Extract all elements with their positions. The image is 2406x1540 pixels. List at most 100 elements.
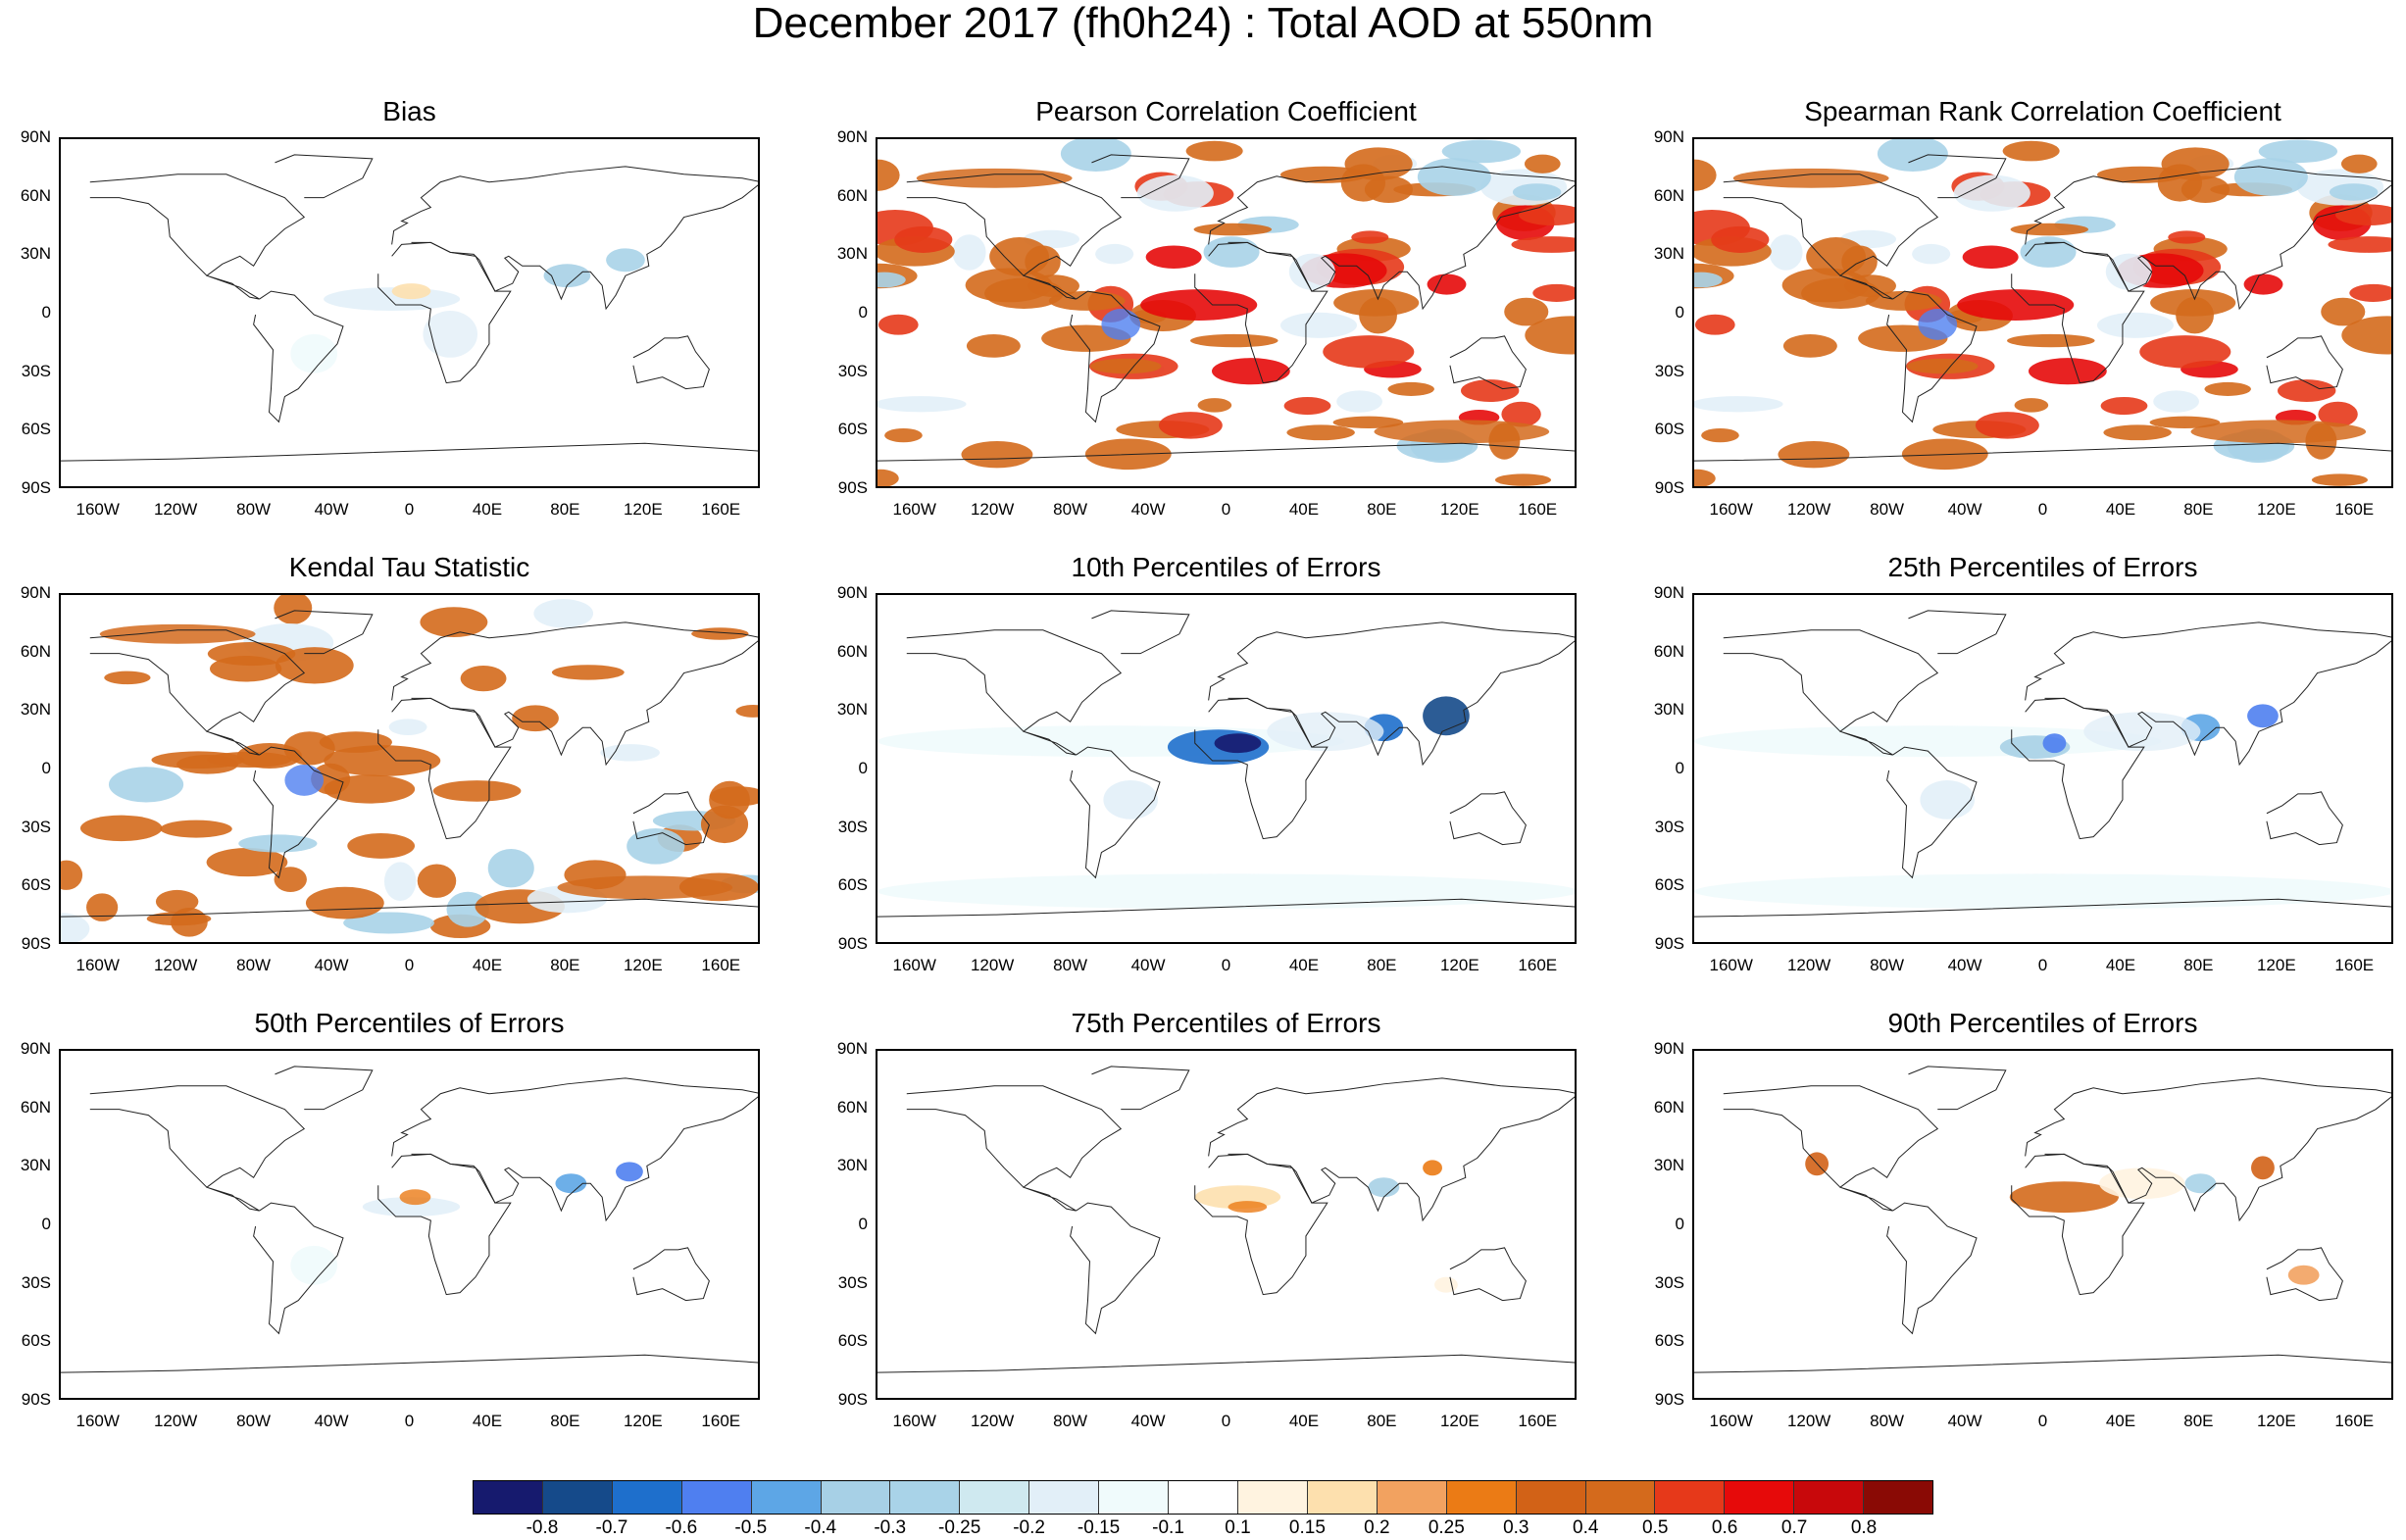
coastline xyxy=(632,335,710,390)
field-patch xyxy=(2204,381,2251,396)
coastline xyxy=(89,1085,306,1212)
field-patch xyxy=(1461,379,1520,403)
coastline xyxy=(1070,1202,1161,1335)
field-patch xyxy=(2099,1167,2185,1200)
coastline xyxy=(275,610,374,655)
field-patch xyxy=(2311,473,2368,486)
coastline xyxy=(877,1354,1575,1373)
colorbar-tick-label: -0.6 xyxy=(665,1517,698,1538)
field-patch xyxy=(432,780,522,802)
colorbar-swatch xyxy=(1794,1481,1865,1514)
colorbar-tick-label: 0.3 xyxy=(1503,1517,1529,1538)
panel-title: 90th Percentiles of Errors xyxy=(1887,1008,2198,1038)
panel-title: 75th Percentiles of Errors xyxy=(1071,1008,1381,1038)
panel-title: Bias xyxy=(382,96,436,126)
latitude-label: 90S xyxy=(1654,934,1684,953)
longitude-label: 40W xyxy=(314,956,349,974)
latitude-label: 0 xyxy=(41,759,51,777)
latitude-label: 0 xyxy=(41,1215,51,1233)
field-patch xyxy=(343,912,434,934)
field-patch xyxy=(1781,268,1870,303)
field-patch xyxy=(1694,873,2391,910)
field-patch xyxy=(104,671,151,685)
field-patch xyxy=(487,848,534,888)
latitude-label: 90N xyxy=(20,127,51,146)
longitude-label: 40E xyxy=(472,956,503,974)
coastline xyxy=(377,241,512,384)
longitude-label: 0 xyxy=(2037,1412,2048,1430)
field-patch xyxy=(2149,416,2221,429)
longitude-label: 120W xyxy=(970,956,1015,974)
latitude-label: 0 xyxy=(1675,759,1684,777)
field-patch xyxy=(512,705,559,732)
field-patch xyxy=(1732,168,1889,188)
field-patch xyxy=(1423,1160,1442,1176)
map-canvas xyxy=(877,139,1575,486)
field-patch xyxy=(952,234,986,271)
field-patch xyxy=(557,875,733,900)
field-patch xyxy=(1417,158,1491,196)
longitude-label: 40W xyxy=(314,500,349,519)
coastline xyxy=(253,290,344,423)
colorbar-swatch xyxy=(1377,1481,1447,1514)
field-patch xyxy=(1865,290,1942,311)
latitude-label: 60S xyxy=(21,420,51,439)
panel-title: 10th Percentiles of Errors xyxy=(1071,552,1381,582)
colorbar-swatch xyxy=(751,1481,822,1514)
coastline xyxy=(391,166,758,311)
map-area xyxy=(876,137,1577,488)
field-patch xyxy=(305,886,384,919)
colorbar-swatch xyxy=(1237,1481,1308,1514)
field-patch xyxy=(1501,401,1541,427)
panel-title: Spearman Rank Correlation Coefficient xyxy=(1804,96,2281,126)
colorbar-tick-label: 0.4 xyxy=(1573,1517,1599,1538)
colorbar-tick-label: -0.1 xyxy=(1152,1517,1184,1538)
field-patch xyxy=(2233,158,2308,196)
field-patch xyxy=(1512,183,1562,201)
colorbar xyxy=(473,1480,1933,1515)
field-patch xyxy=(1504,297,1549,326)
field-patch xyxy=(894,225,953,253)
coastline xyxy=(1194,1153,1328,1296)
panel-title: Pearson Correlation Coefficient xyxy=(1035,96,1417,126)
coastline xyxy=(2025,1077,2391,1222)
field-patch xyxy=(1158,412,1223,439)
colorbar-swatch xyxy=(1655,1481,1726,1514)
field-patch xyxy=(61,860,83,890)
colorbar-swatch xyxy=(821,1481,891,1514)
coastline xyxy=(391,621,758,767)
latitude-label: 90N xyxy=(1653,583,1684,602)
coastline xyxy=(275,154,374,199)
field-patch xyxy=(966,334,1021,358)
longitude-label: 0 xyxy=(1221,500,1231,519)
longitude-label: 160E xyxy=(1518,500,1558,519)
longitude-label: 80E xyxy=(550,500,580,519)
longitude-label: 160W xyxy=(892,500,936,519)
field-patch xyxy=(399,1189,431,1206)
colorbar-labels: -0.8 -0.7 -0.6 -0.5 -0.4 -0.3 -0.25 -0.2 -0.15 -0… xyxy=(473,1517,1933,1540)
field-patch xyxy=(1441,139,1522,164)
longitude-label: 160E xyxy=(1518,1412,1558,1430)
coastline xyxy=(89,629,306,756)
longitude-label: 80E xyxy=(2183,1412,2214,1430)
field-patch xyxy=(160,820,232,838)
field-patch xyxy=(2007,333,2095,348)
coastline xyxy=(253,1202,344,1335)
longitude-label: 160W xyxy=(1709,956,1753,974)
longitude-label: 80W xyxy=(1053,1412,1088,1430)
longitude-label: 120E xyxy=(1439,1412,1479,1430)
colorbar-swatch xyxy=(1516,1481,1586,1514)
longitude-label: 80E xyxy=(1367,1412,1397,1430)
longitude-label: 0 xyxy=(1221,956,1231,974)
map-area xyxy=(876,593,1577,944)
longitude-label: 40E xyxy=(2105,500,2136,519)
longitude-label: 120E xyxy=(1439,956,1479,974)
field-patch xyxy=(1694,469,1716,486)
field-patch xyxy=(2100,396,2148,416)
latitude-label: 90S xyxy=(1654,478,1684,497)
field-patch xyxy=(533,599,594,628)
field-patch xyxy=(1286,424,1355,441)
field-patch xyxy=(2029,358,2107,385)
field-patch xyxy=(1953,174,2030,212)
field-patch xyxy=(2105,253,2152,290)
